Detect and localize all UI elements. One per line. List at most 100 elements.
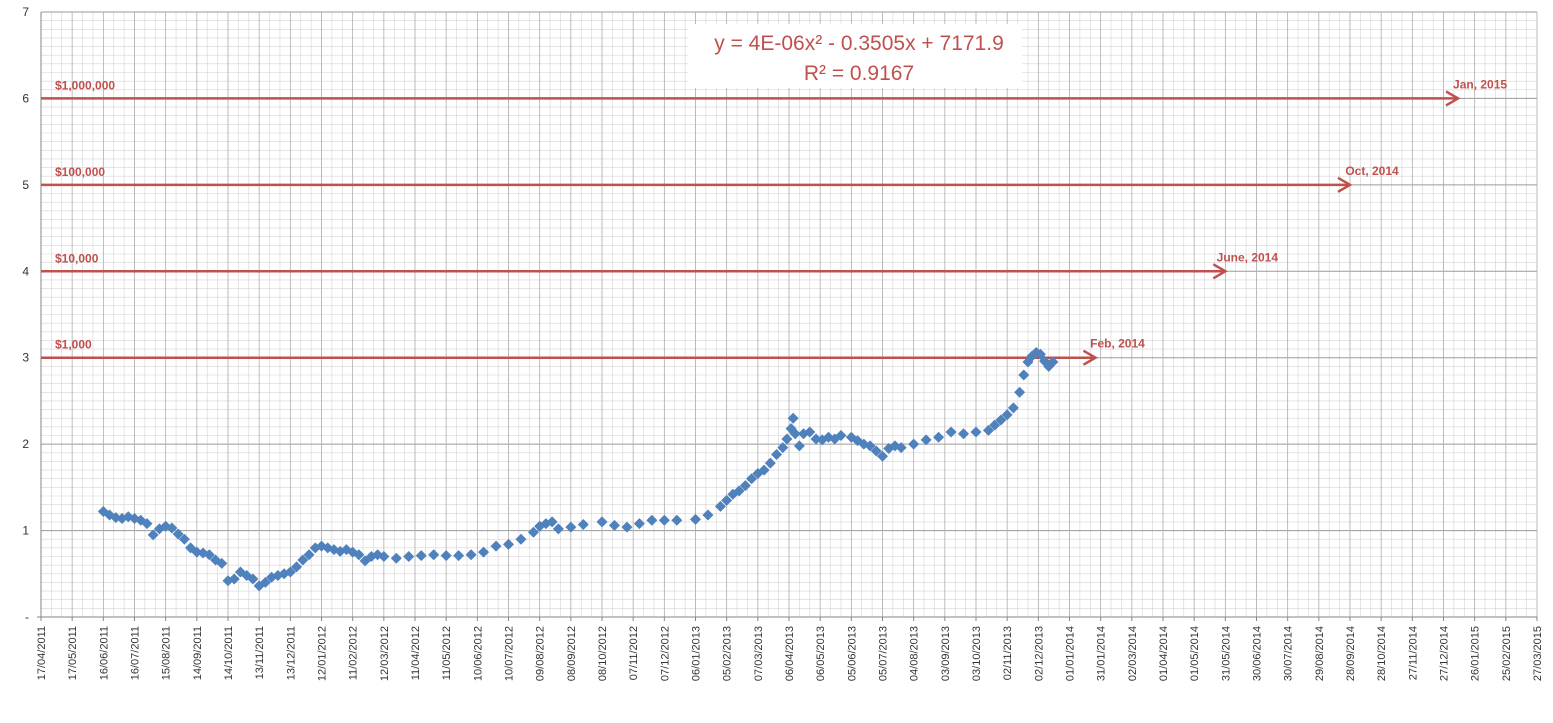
y-tick-label: 5: [22, 178, 29, 192]
x-tick-label: 06/01/2013: [691, 626, 703, 681]
x-tick-label: 04/08/2013: [909, 626, 921, 681]
data-point: [658, 514, 670, 526]
x-tick-label: 17/05/2011: [67, 626, 79, 680]
data-point: [291, 561, 303, 573]
labels: $1,000 Feb, 2014 $10,000 June, 2014 $100,000…: [55, 77, 1507, 351]
x-tick-label: 03/10/2013: [971, 626, 983, 681]
x-tick-label: 12/01/2012: [317, 626, 329, 681]
data-point: [565, 521, 577, 533]
data-point: [877, 450, 888, 462]
projection-label: Oct, 2014: [1345, 164, 1399, 178]
x-tick-label: 11/04/2012: [410, 626, 422, 680]
data-point: [787, 412, 799, 424]
x-tick-label: 01/04/2014: [1158, 626, 1170, 681]
data-point: [870, 445, 882, 457]
x-tick-label: 06/04/2013: [784, 626, 796, 681]
data-point: [1007, 402, 1019, 414]
data-point: [1034, 348, 1046, 360]
x-tick-label: 01/05/2014: [1189, 626, 1201, 681]
x-tick-label: 08/10/2012: [597, 626, 609, 681]
data-point: [303, 549, 315, 561]
data-point: [908, 438, 920, 450]
data-point: [515, 533, 527, 545]
x-tick-label: 30/06/2014: [1252, 626, 1264, 681]
x-tick-label: 17/04/2011: [36, 626, 48, 680]
data-point: [789, 428, 801, 440]
y-tick-label: 4: [22, 264, 29, 278]
data-point: [503, 538, 514, 550]
data-point: [1047, 356, 1059, 368]
data-point: [764, 457, 776, 469]
data-point: [771, 449, 783, 461]
data-point: [793, 440, 805, 452]
data-point: [970, 426, 982, 438]
level-lines: [41, 90, 1461, 366]
trendline-equation: y = 4E-06x² - 0.3505x + 7171.9: [714, 32, 1004, 55]
x-tick-label: 05/06/2013: [846, 626, 858, 681]
x-tick-label: 02/03/2014: [1127, 626, 1139, 681]
x-tick-label: 02/12/2013: [1033, 626, 1045, 681]
y-tick-label: -: [25, 610, 29, 624]
data-point: [777, 442, 789, 454]
axes: - 1 2 3 4 5 6 7 17/04/2011 17/05/2011 16/06/2011 16…: [22, 5, 1544, 681]
x-tick-label: 29/08/2014: [1314, 626, 1326, 681]
data-point: [596, 516, 608, 528]
data-point: [621, 521, 633, 533]
data-point: [478, 546, 490, 558]
level-arrowhead: [1445, 90, 1461, 107]
x-tick-label: 10/07/2012: [504, 626, 516, 681]
data-points: [97, 347, 1059, 592]
y-tick-label: 6: [22, 91, 29, 105]
x-tick-label: 09/08/2012: [535, 626, 547, 681]
x-tick-label: 10/06/2012: [472, 626, 484, 681]
level-label: $1,000,000: [55, 78, 115, 92]
data-point: [739, 480, 751, 492]
data-point: [353, 549, 365, 561]
data-point: [646, 514, 658, 526]
data-point: [403, 551, 415, 562]
level-label: $10,000: [55, 251, 99, 265]
x-tick-label: 30/07/2014: [1283, 626, 1295, 681]
trendline-r-squared: R² = 0.9167: [804, 62, 914, 85]
x-tick-label: 07/03/2013: [753, 626, 765, 681]
data-point: [166, 522, 178, 534]
data-point: [781, 433, 793, 445]
data-point: [1014, 386, 1026, 398]
x-tick-label: 31/01/2014: [1096, 626, 1108, 681]
data-point: [995, 414, 1007, 426]
data-point: [733, 485, 745, 497]
data-point: [804, 426, 816, 438]
level-arrowhead: [1212, 263, 1228, 280]
data-point: [690, 513, 701, 525]
x-tick-label: 31/05/2014: [1220, 626, 1232, 681]
data-point: [178, 533, 190, 545]
data-point: [895, 442, 907, 454]
data-point: [228, 573, 240, 585]
projection-label: Feb, 2014: [1090, 337, 1145, 351]
data-point: [835, 430, 847, 441]
data-point: [721, 494, 733, 506]
data-point: [1001, 409, 1013, 421]
data-point: [552, 523, 564, 535]
data-point: [216, 557, 228, 569]
x-tick-label: 25/02/2015: [1501, 626, 1513, 681]
x-tick-label: 11/05/2012: [441, 626, 453, 680]
data-point: [933, 431, 945, 443]
data-point: [989, 419, 1001, 431]
data-point: [415, 550, 427, 562]
data-point: [758, 464, 770, 476]
data-point: [527, 526, 539, 538]
x-tick-label: 14/10/2011: [223, 626, 235, 680]
x-tick-label: 07/11/2012: [628, 626, 640, 680]
data-point: [141, 518, 153, 530]
data-point: [203, 549, 215, 561]
x-tick-label: 28/09/2014: [1345, 626, 1357, 681]
grid: [40, 11, 1538, 618]
data-point: [378, 551, 390, 562]
y-tick-label: 1: [22, 524, 29, 538]
data-point: [1018, 369, 1030, 381]
x-tick-label: 05/02/2013: [722, 626, 734, 681]
data-point: [633, 518, 645, 530]
x-tick-label: 15/08/2011: [161, 626, 173, 680]
